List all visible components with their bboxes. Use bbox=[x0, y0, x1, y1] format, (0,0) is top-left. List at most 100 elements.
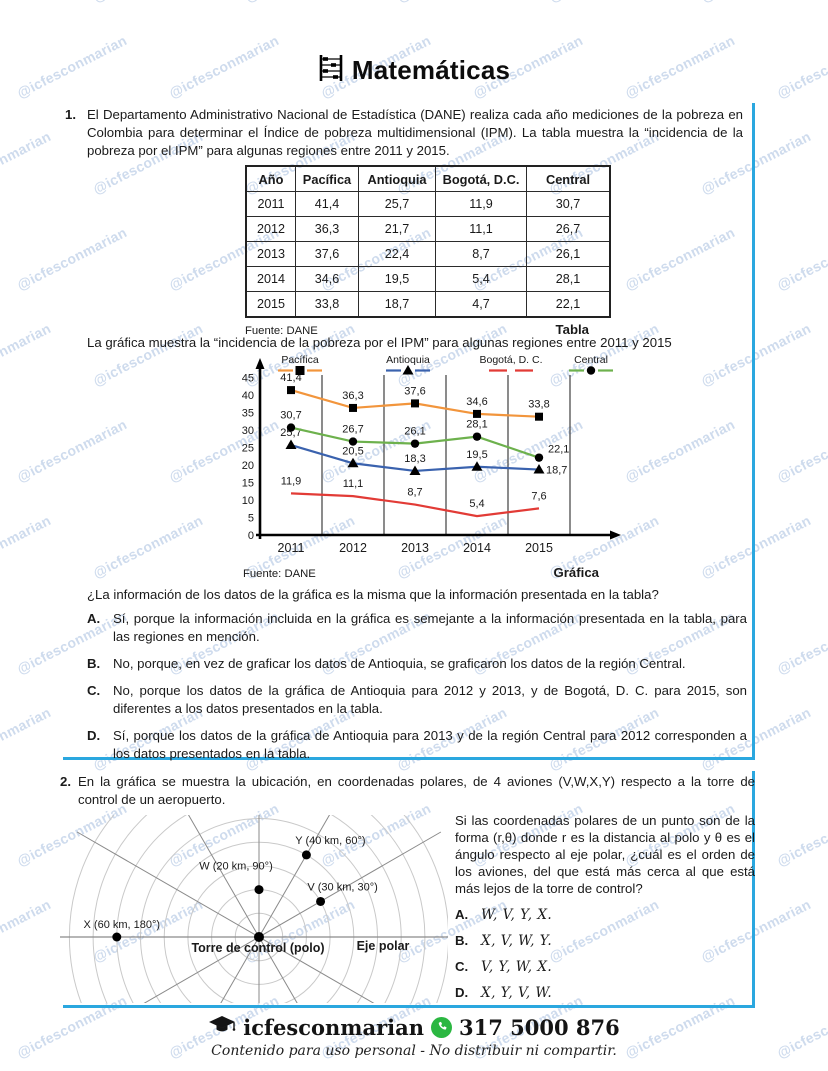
table-header-cell: Bogotá, D.C. bbox=[435, 165, 527, 192]
svg-text:W (20 km, 90°): W (20 km, 90°) bbox=[199, 861, 272, 873]
question-number: 2. bbox=[60, 774, 71, 789]
watermark-text: @icfesconmarian bbox=[0, 127, 54, 198]
table-cell: 4,7 bbox=[435, 291, 527, 318]
question-2-prompt: Si las coordenadas polares de un punto s… bbox=[455, 813, 755, 896]
table-header-cell: Antioquia bbox=[358, 165, 436, 192]
table-row: 2012 36,3 21,7 11,1 26,7 bbox=[245, 216, 611, 242]
table-cell: 26,7 bbox=[526, 216, 611, 242]
svg-text:36,3: 36,3 bbox=[342, 390, 363, 402]
option-letter: D. bbox=[455, 984, 469, 1000]
table-cell: 2012 bbox=[245, 216, 296, 242]
table-cell: 25,7 bbox=[358, 191, 436, 217]
svg-text:2015: 2015 bbox=[525, 541, 553, 555]
page-title: Matemáticas bbox=[351, 55, 511, 85]
svg-text:10: 10 bbox=[242, 495, 254, 507]
question-1-intro: 1. El Departamento Administrativo Nacion… bbox=[65, 106, 743, 160]
svg-text:41,4: 41,4 bbox=[280, 372, 301, 384]
svg-text:45: 45 bbox=[242, 373, 254, 385]
watermark-text: @icfesconmarian bbox=[774, 799, 828, 870]
answer-option: A. Sí, porque la información incluida en … bbox=[87, 610, 747, 646]
svg-text:26,1: 26,1 bbox=[404, 426, 425, 438]
table-cell: 5,4 bbox=[435, 266, 527, 292]
graduation-cap-icon bbox=[208, 1014, 236, 1041]
table-cell: 22,1 bbox=[526, 291, 611, 318]
table-cell: 2013 bbox=[245, 241, 296, 267]
svg-text:8,7: 8,7 bbox=[407, 487, 422, 499]
option-text: V, Y, W, X. bbox=[481, 958, 553, 975]
table-row: 2011 41,4 25,7 11,9 30,7 bbox=[245, 191, 611, 217]
svg-text:Central: Central bbox=[574, 354, 608, 366]
question-2-right-column: Si las coordenadas polares de un punto s… bbox=[455, 813, 755, 1010]
watermark-text: @icfesconmarian bbox=[0, 703, 54, 774]
question-1-box: 1. El Departamento Administrativo Nacion… bbox=[63, 103, 755, 761]
question-1-options: A. Sí, porque la información incluida en … bbox=[87, 610, 747, 772]
table-cell: 18,7 bbox=[358, 291, 436, 318]
table-cell: 41,4 bbox=[295, 191, 359, 217]
svg-text:7,6: 7,6 bbox=[531, 490, 546, 502]
option-text: No, porque, en vez de graficar los datos… bbox=[113, 656, 686, 671]
svg-text:15: 15 bbox=[242, 478, 254, 490]
polar-diagram-block: V (30 km, 30°) W (20 km, 90°) X (60 km, 18… bbox=[60, 727, 450, 1071]
svg-text:2011: 2011 bbox=[278, 541, 305, 555]
brand-name: icfesconmarian bbox=[243, 1015, 425, 1040]
svg-text:18,3: 18,3 bbox=[404, 453, 425, 465]
svg-text:19,5: 19,5 bbox=[466, 449, 487, 461]
data-table-block: Año Pacífica Antioquia Bogotá, D.C. Central 2… bbox=[245, 165, 611, 337]
table-row: 2014 34,6 19,5 5,4 28,1 bbox=[245, 266, 611, 292]
option-letter: A. bbox=[87, 611, 101, 626]
answer-option: D. X, Y, V, W. bbox=[455, 984, 755, 1002]
svg-text:Bogotá, D. C.: Bogotá, D. C. bbox=[479, 354, 542, 366]
watermark-text: @icfesconmarian bbox=[698, 0, 813, 5]
table-header-cell: Año bbox=[245, 165, 296, 192]
phone-number: 317 5000 876 bbox=[459, 1015, 620, 1040]
table-cell: 21,7 bbox=[358, 216, 436, 242]
table-cell: 34,6 bbox=[295, 266, 359, 292]
table-cell: 36,3 bbox=[295, 216, 359, 242]
watermark-text: @icfesconmarian bbox=[242, 0, 357, 5]
watermark-text: @icfesconmarian bbox=[774, 607, 828, 678]
svg-text:5: 5 bbox=[248, 513, 254, 525]
svg-text:Torre de control (polo): Torre de control (polo) bbox=[191, 941, 324, 955]
svg-text:28,1: 28,1 bbox=[466, 419, 487, 431]
watermark-text: @icfesconmarian bbox=[0, 511, 54, 582]
watermark-text: @icfesconmarian bbox=[774, 415, 828, 486]
table-caption: Tabla bbox=[555, 322, 589, 337]
svg-text:2014: 2014 bbox=[463, 541, 491, 555]
question-2-options: A. W, V, Y, X. B. X, V, W, Y. C. V, Y, W, X. D… bbox=[455, 906, 755, 1002]
table-cell: 11,9 bbox=[435, 191, 527, 217]
svg-text:Pacífica: Pacífica bbox=[281, 354, 319, 366]
table-cell: 2014 bbox=[245, 266, 296, 292]
svg-text:Antioquia: Antioquia bbox=[386, 354, 430, 366]
option-letter: A. bbox=[455, 906, 469, 922]
watermark-text: @icfesconmarian bbox=[546, 0, 661, 5]
svg-text:5,4: 5,4 bbox=[469, 498, 484, 510]
svg-text:33,8: 33,8 bbox=[528, 399, 549, 411]
table-cell: 8,7 bbox=[435, 241, 527, 267]
table-row: 2015 33,8 18,7 4,7 22,1 bbox=[245, 291, 611, 318]
table-cell: 26,1 bbox=[526, 241, 611, 267]
answer-option: C. V, Y, W, X. bbox=[455, 958, 755, 976]
svg-text:25: 25 bbox=[242, 443, 254, 455]
table-cell: 28,1 bbox=[526, 266, 611, 292]
option-text: No, porque los datos de la gráfica de An… bbox=[113, 683, 747, 716]
question-2-intro: 2. En la gráfica se muestra la ubicación… bbox=[60, 773, 755, 809]
abacus-icon bbox=[318, 54, 344, 87]
svg-text:Y (40 km, 60°): Y (40 km, 60°) bbox=[295, 835, 365, 847]
question-1-prompt: ¿La información de los datos de la gráfi… bbox=[87, 587, 659, 602]
option-text: X, Y, V, W. bbox=[481, 984, 553, 1001]
option-text: X, V, W, Y. bbox=[481, 932, 553, 949]
line-chart: 0 5 10 15 20 25 30 35 40 45 2011 2012 2013 2014 2015 41… bbox=[242, 354, 621, 555]
svg-text:40: 40 bbox=[242, 390, 254, 402]
table-header-cell: Central bbox=[526, 165, 611, 192]
option-text: Sí, porque la información incluida en la… bbox=[113, 611, 747, 644]
svg-text:37,6: 37,6 bbox=[404, 385, 425, 397]
answer-option: D. Sí, porque los datos de la gráfica de … bbox=[87, 727, 747, 763]
polar-chart: V (30 km, 30°) W (20 km, 90°) X (60 km, 18… bbox=[60, 727, 450, 1071]
option-text: W, V, Y, X. bbox=[481, 906, 553, 923]
svg-text:Eje polar: Eje polar bbox=[357, 939, 410, 953]
poverty-table: Año Pacífica Antioquia Bogotá, D.C. Central 2… bbox=[245, 165, 611, 318]
chart-source: Fuente: DANE bbox=[243, 568, 316, 580]
table-cell: 30,7 bbox=[526, 191, 611, 217]
question-2-box: 2. En la gráfica se muestra la ubicación… bbox=[60, 727, 755, 1071]
